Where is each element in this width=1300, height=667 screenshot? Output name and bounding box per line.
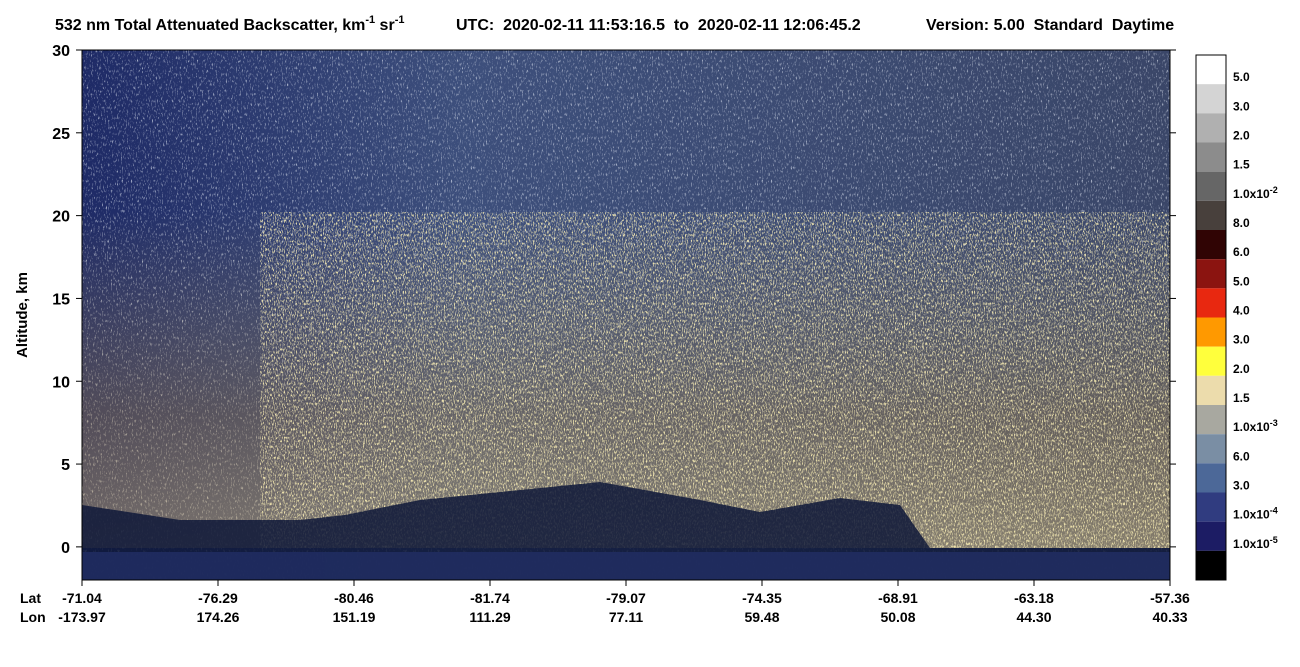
colorbar-swatch bbox=[1196, 288, 1226, 318]
backscatter-image bbox=[82, 50, 1170, 580]
colorbar-label: 1.0x10-2 bbox=[1233, 185, 1278, 201]
colorbar-swatch bbox=[1196, 521, 1226, 551]
colorbar-label: 1.5 bbox=[1233, 391, 1250, 405]
title-sup: -1 bbox=[365, 14, 375, 26]
title-text: sr bbox=[375, 17, 395, 34]
colorbar-swatch bbox=[1196, 375, 1226, 405]
time-range: UTC: 2020-02-11 11:53:16.5 to 2020-02-11… bbox=[456, 17, 861, 34]
colorbar-swatch bbox=[1196, 317, 1226, 347]
y-tick-label: 20 bbox=[52, 209, 70, 226]
x-tick-label: -79.07 bbox=[606, 590, 646, 606]
colorbar-label-base: 1.0x10 bbox=[1233, 537, 1270, 551]
y-tick-label: 0 bbox=[61, 540, 70, 557]
colorbar: 5.03.02.01.51.0x10-28.06.05.04.03.02.01.… bbox=[1195, 54, 1278, 581]
colorbar-label-exp: -4 bbox=[1270, 506, 1278, 516]
colorbar-label-exp: -3 bbox=[1270, 418, 1278, 428]
chart-title: 532 nm Total Attenuated Backscatter, km-… bbox=[55, 14, 404, 34]
y-tick-label: 25 bbox=[52, 126, 70, 143]
version: Version: 5.00 Standard Daytime bbox=[926, 17, 1174, 34]
y-axis-label: Altitude, km bbox=[14, 272, 31, 358]
colorbar-swatch bbox=[1196, 492, 1226, 522]
title-sup: -1 bbox=[395, 14, 405, 26]
y-tick-label: 5 bbox=[61, 457, 70, 474]
x-tick-label: -80.46 bbox=[334, 590, 374, 606]
colorbar-label: 3.0 bbox=[1233, 99, 1250, 113]
x-tick-label: -68.91 bbox=[878, 590, 918, 606]
colorbar-label-exp: -5 bbox=[1270, 535, 1278, 545]
colorbar-swatch bbox=[1196, 463, 1226, 493]
x-tick-label: 174.26 bbox=[197, 609, 240, 625]
x-axis-label: Lon bbox=[20, 609, 46, 625]
colorbar-label: 6.0 bbox=[1233, 449, 1250, 463]
colorbar-swatch bbox=[1196, 171, 1226, 201]
colorbar-swatch bbox=[1196, 84, 1226, 114]
colorbar-label-base: 1.0x10 bbox=[1233, 187, 1270, 201]
colorbar-label: 1.0x10-3 bbox=[1233, 418, 1278, 434]
colorbar-label: 2.0 bbox=[1233, 362, 1250, 376]
x-tick-label: -74.35 bbox=[742, 590, 782, 606]
x-tick-label: -76.29 bbox=[198, 590, 238, 606]
colorbar-label: 5.0 bbox=[1233, 70, 1250, 84]
colorbar-label: 2.0 bbox=[1233, 129, 1250, 143]
colorbar-swatch bbox=[1196, 550, 1226, 580]
x-tick-label: -63.18 bbox=[1014, 590, 1054, 606]
colorbar-label: 3.0 bbox=[1233, 479, 1250, 493]
colorbar-swatch bbox=[1196, 259, 1226, 289]
colorbar-label-exp: -2 bbox=[1270, 185, 1278, 195]
x-tick-label: 59.48 bbox=[744, 609, 779, 625]
x-tick-label: -57.36 bbox=[1150, 590, 1190, 606]
y-tick-label: 10 bbox=[52, 374, 70, 391]
colorbar-swatch bbox=[1196, 405, 1226, 435]
colorbar-label: 4.0 bbox=[1233, 304, 1250, 318]
colorbar-label: 8.0 bbox=[1233, 216, 1250, 230]
colorbar-swatch bbox=[1196, 200, 1226, 230]
x-tick-label: 151.19 bbox=[333, 609, 376, 625]
y-tick-label: 15 bbox=[52, 291, 70, 308]
title-text: 532 nm Total Attenuated Backscatter, km bbox=[55, 17, 365, 34]
colorbar-label: 3.0 bbox=[1233, 333, 1250, 347]
x-tick-label: -71.04 bbox=[62, 590, 102, 606]
x-tick-label: 44.30 bbox=[1016, 609, 1051, 625]
x-tick-label: 40.33 bbox=[1152, 609, 1187, 625]
colorbar-label-base: 1.0x10 bbox=[1233, 508, 1270, 522]
colorbar-swatch bbox=[1196, 55, 1226, 85]
colorbar-swatch bbox=[1196, 346, 1226, 376]
colorbar-frame bbox=[1195, 54, 1227, 581]
colorbar-label: 1.5 bbox=[1233, 158, 1250, 172]
colorbar-label: 1.0x10-5 bbox=[1233, 535, 1278, 551]
colorbar-label: 6.0 bbox=[1233, 245, 1250, 259]
x-tick-label: 111.29 bbox=[469, 609, 510, 625]
colorbar-label: 1.0x10-4 bbox=[1233, 506, 1278, 522]
colorbar-swatch bbox=[1196, 142, 1226, 172]
x-tick-label: 77.11 bbox=[609, 609, 643, 625]
x-tick-label: 50.08 bbox=[880, 609, 915, 625]
colorbar-swatch bbox=[1196, 230, 1226, 260]
x-tick-label: -81.74 bbox=[470, 590, 510, 606]
colorbar-swatch bbox=[1196, 434, 1226, 464]
y-tick-label: 30 bbox=[52, 43, 70, 60]
x-axis-label: Lat bbox=[20, 590, 41, 606]
x-tick-label: -173.97 bbox=[58, 609, 106, 625]
colorbar-swatch bbox=[1196, 113, 1226, 143]
colorbar-label: 5.0 bbox=[1233, 274, 1250, 288]
colorbar-label-base: 1.0x10 bbox=[1233, 420, 1270, 434]
